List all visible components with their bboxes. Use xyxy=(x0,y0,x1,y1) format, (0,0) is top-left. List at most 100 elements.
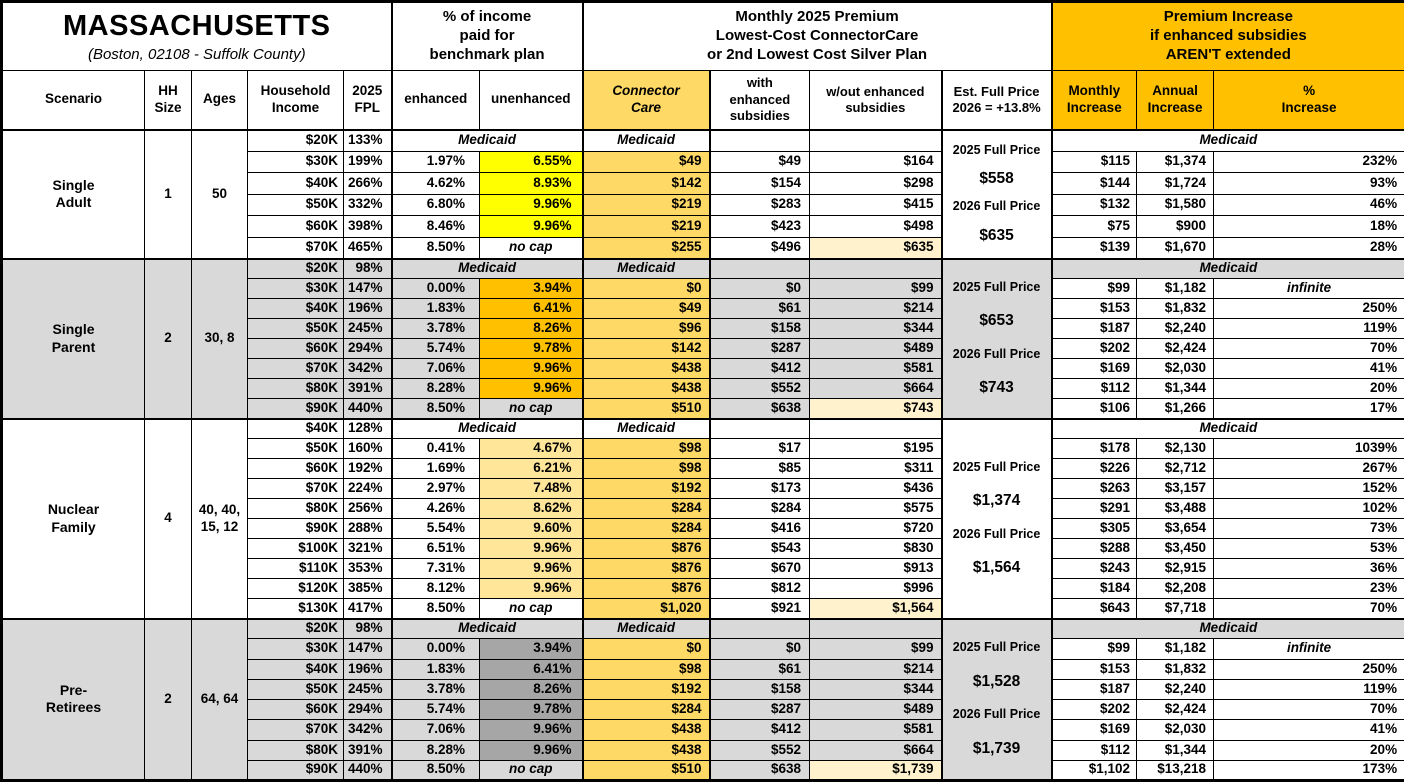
pct-increase-cell: 23% xyxy=(1213,578,1404,599)
annual-increase-cell: $13,218 xyxy=(1136,759,1215,782)
enhanced-cell: 5.74% xyxy=(391,698,481,721)
fpl-cell: 398% xyxy=(342,215,393,238)
enhanced-cell: 6.80% xyxy=(391,193,481,216)
income-cell: $60K xyxy=(247,338,344,359)
without-subsidies-cell xyxy=(809,617,943,640)
fpl-cell: 199% xyxy=(342,150,393,173)
annual-increase-cell: $2,712 xyxy=(1136,458,1215,479)
with-subsidies-cell: $17 xyxy=(709,438,811,459)
fpl-cell: 192% xyxy=(342,458,393,479)
without-subsidies-cell: $575 xyxy=(809,498,943,519)
annual-increase-cell: $2,424 xyxy=(1136,698,1215,721)
without-subsidies-cell: $635 xyxy=(809,236,943,259)
unenhanced-cell: 9.96% xyxy=(479,739,584,761)
without-subsidies-cell: $996 xyxy=(809,578,943,599)
annual-increase-cell: $1,832 xyxy=(1136,298,1215,319)
with-subsidies-cell: $61 xyxy=(709,658,811,680)
without-subsidies-cell: $99 xyxy=(809,278,943,299)
without-subsidies-cell: $214 xyxy=(809,298,943,319)
hh-size-cell: 1 xyxy=(144,128,192,259)
fpl-cell: 98% xyxy=(342,617,393,640)
ages-cell: 64, 64 xyxy=(191,617,248,781)
unenhanced-cell: no cap xyxy=(479,598,584,619)
annual-increase-cell: $2,130 xyxy=(1136,438,1215,459)
monthly-increase-cell: $291 xyxy=(1051,498,1138,519)
with-subsidies-cell: $61 xyxy=(709,298,811,319)
income-cell: $40K xyxy=(247,417,344,439)
with-subsidies-cell: $496 xyxy=(709,236,811,259)
full-price-label: 2026 Full Price xyxy=(952,707,1041,722)
monthly-increase-cell: $112 xyxy=(1051,739,1138,761)
annual-increase-cell: $3,488 xyxy=(1136,498,1215,519)
medicaid-cell: Medicaid xyxy=(391,617,584,640)
connectorcare-cell: $192 xyxy=(582,678,711,701)
page-title: MASSACHUSETTS xyxy=(63,10,331,42)
with-subsidies-cell xyxy=(709,128,811,152)
full-price-value: $635 xyxy=(979,226,1014,244)
scenario-label: Single Parent xyxy=(1,257,145,419)
income-cell: $30K xyxy=(247,278,344,299)
income-cell: $30K xyxy=(247,150,344,173)
unenhanced-cell: 9.78% xyxy=(479,338,584,359)
without-subsidies-cell: $664 xyxy=(809,378,943,399)
annual-increase-cell: $900 xyxy=(1136,215,1215,238)
income-cell: $40K xyxy=(247,172,344,195)
annual-increase-cell: $3,654 xyxy=(1136,518,1215,539)
with-subsidies-cell: $284 xyxy=(709,498,811,519)
annual-increase-cell: $1,182 xyxy=(1136,638,1215,660)
pct-increase-cell: 250% xyxy=(1213,298,1404,319)
connectorcare-cell: $876 xyxy=(582,538,711,559)
unenhanced-cell: 3.94% xyxy=(479,638,584,660)
income-cell: $100K xyxy=(247,538,344,559)
medicaid-cell: Medicaid xyxy=(582,257,711,279)
without-subsidies-cell: $214 xyxy=(809,658,943,680)
connectorcare-cell: $510 xyxy=(582,759,711,782)
connectorcare-cell: $438 xyxy=(582,739,711,761)
with-subsidies-cell: $283 xyxy=(709,193,811,216)
with-subsidies-cell: $173 xyxy=(709,478,811,499)
connectorcare-cell: $219 xyxy=(582,215,711,238)
enhanced-cell: 8.12% xyxy=(391,578,481,599)
col-header-hh-size: HH Size xyxy=(144,70,192,130)
full-price-value: $558 xyxy=(979,170,1014,188)
income-cell: $110K xyxy=(247,558,344,579)
full-price-value: $653 xyxy=(979,312,1014,330)
monthly-increase-cell: $132 xyxy=(1051,193,1138,216)
income-cell: $80K xyxy=(247,378,344,399)
connectorcare-cell: $98 xyxy=(582,438,711,459)
income-cell: $40K xyxy=(247,658,344,680)
enhanced-cell: 8.28% xyxy=(391,739,481,761)
monthly-increase-cell: $243 xyxy=(1051,558,1138,579)
connectorcare-cell: $219 xyxy=(582,193,711,216)
unenhanced-cell: 9.96% xyxy=(479,378,584,399)
connectorcare-cell: $284 xyxy=(582,518,711,539)
monthly-increase-cell: $99 xyxy=(1051,278,1138,299)
monthly-increase-cell: $153 xyxy=(1051,658,1138,680)
enhanced-cell: 8.28% xyxy=(391,378,481,399)
connectorcare-cell: $438 xyxy=(582,358,711,379)
pct-increase-cell: 93% xyxy=(1213,172,1404,195)
full-price-label: 2025 Full Price xyxy=(952,640,1041,655)
monthly-increase-cell: $99 xyxy=(1051,638,1138,660)
ages-cell: 50 xyxy=(191,128,248,259)
full-price-value: $743 xyxy=(979,379,1014,397)
fpl-cell: 440% xyxy=(342,759,393,782)
annual-increase-cell: $1,182 xyxy=(1136,278,1215,299)
connectorcare-cell: $0 xyxy=(582,638,711,660)
with-subsidies-cell: $0 xyxy=(709,638,811,660)
fpl-cell: 224% xyxy=(342,478,393,499)
connectorcare-cell: $1,020 xyxy=(582,598,711,619)
monthly-increase-cell: $643 xyxy=(1051,598,1138,619)
enhanced-cell: 0.41% xyxy=(391,438,481,459)
annual-increase-cell: $2,424 xyxy=(1136,338,1215,359)
income-cell: $90K xyxy=(247,518,344,539)
without-subsidies-cell: $344 xyxy=(809,678,943,701)
with-subsidies-cell: $416 xyxy=(709,518,811,539)
enhanced-cell: 3.78% xyxy=(391,318,481,339)
pct-increase-cell: 1039% xyxy=(1213,438,1404,459)
unenhanced-cell: 9.96% xyxy=(479,538,584,559)
monthly-increase-cell: $169 xyxy=(1051,719,1138,741)
connectorcare-cell: $284 xyxy=(582,698,711,721)
enhanced-cell: 4.62% xyxy=(391,172,481,195)
income-cell: $120K xyxy=(247,578,344,599)
